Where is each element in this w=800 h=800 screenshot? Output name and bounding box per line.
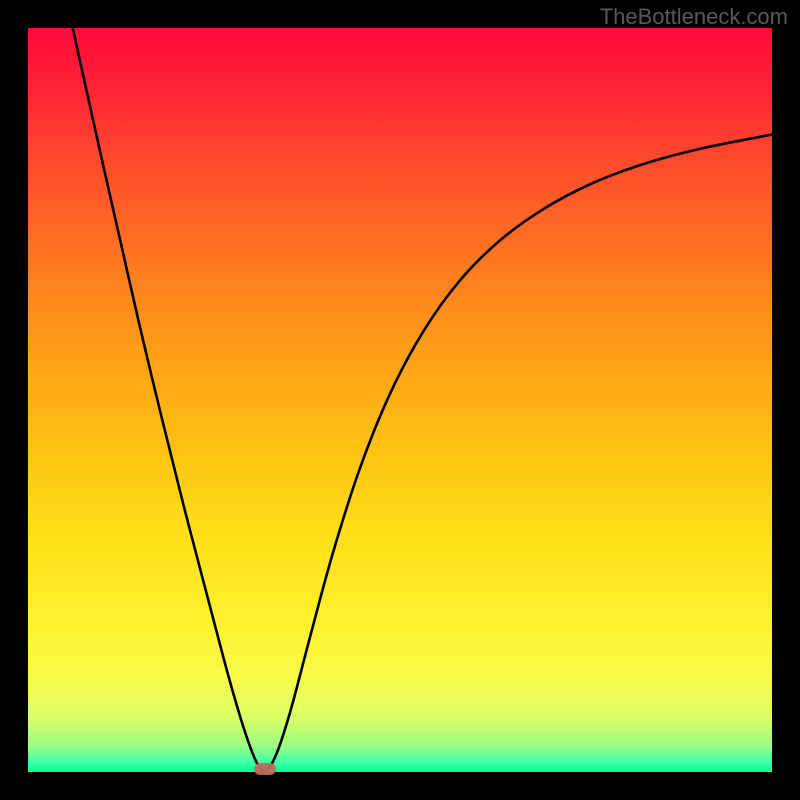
background-gradient: [28, 28, 772, 772]
plot-area: [28, 28, 772, 772]
chart-container: TheBottleneck.com: [0, 0, 800, 800]
attribution-label: TheBottleneck.com: [600, 4, 788, 30]
optimum-marker: [254, 763, 276, 775]
